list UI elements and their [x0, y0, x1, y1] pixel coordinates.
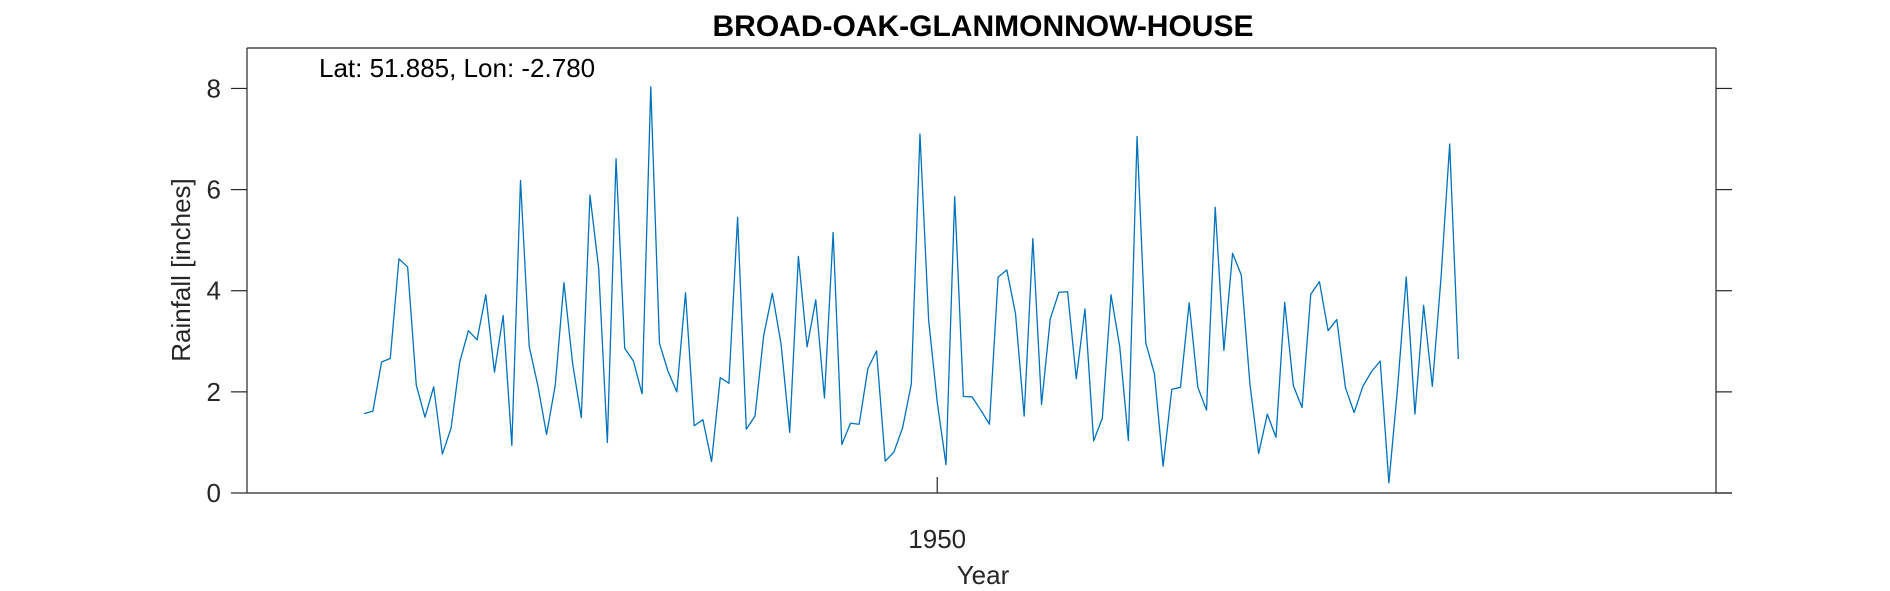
y-tick-label: 0 — [207, 478, 221, 508]
chart-title: BROAD-OAK-GLANMONNOW-HOUSE — [712, 10, 1253, 43]
x-axis-label: Year — [957, 560, 1010, 590]
axes — [246, 47, 1732, 494]
y-tick-label: 6 — [207, 175, 221, 205]
plot-area — [247, 48, 1716, 493]
rainfall-series-line — [364, 86, 1460, 484]
y-axis-label: Rainfall [inches] — [166, 178, 196, 362]
y-axis-ticks: 0 2 4 6 8 — [207, 73, 1732, 508]
y-tick-label: 8 — [207, 73, 221, 103]
location-annotation: Lat: 51.885, Lon: -2.780 — [319, 53, 595, 83]
x-tick-label: 1950 — [908, 524, 966, 554]
y-tick-label: 2 — [207, 377, 221, 407]
x-axis-ticks: 1950 — [908, 477, 966, 554]
series-layer — [364, 86, 1460, 484]
y-tick-label: 4 — [207, 276, 221, 306]
